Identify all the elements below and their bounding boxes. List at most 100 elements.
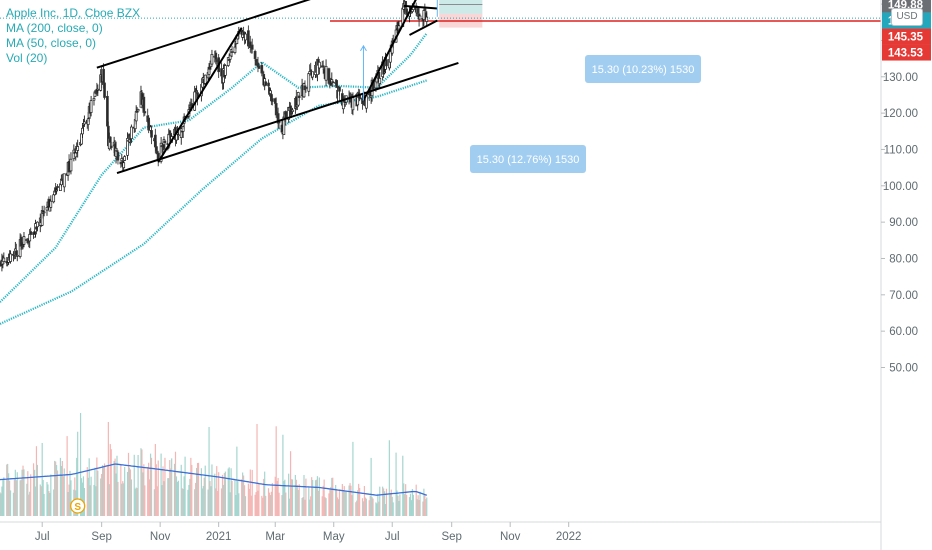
- candle-body: [177, 134, 180, 137]
- volume-bar: [113, 460, 115, 516]
- volume-bar: [308, 487, 310, 516]
- volume-bar: [88, 458, 90, 516]
- volume-bar: [301, 498, 303, 516]
- y-tick-label: 100.00: [883, 181, 918, 193]
- volume-bar: [389, 493, 391, 516]
- volume-bar: [23, 469, 25, 516]
- volume-bar: [242, 475, 245, 516]
- volume-bar: [345, 491, 347, 516]
- volume-bar: [190, 457, 192, 516]
- x-tick-label: Sep: [441, 531, 461, 543]
- volume-bar: [102, 465, 104, 516]
- x-tick-label: Nov: [150, 531, 171, 543]
- volume-bar: [289, 451, 292, 516]
- volume-bar: [121, 483, 123, 516]
- candle-body: [335, 80, 338, 88]
- volume-bar: [124, 466, 126, 516]
- candle-body: [29, 231, 33, 235]
- impulse-2: [362, 0, 417, 101]
- volume-bar: [109, 444, 111, 516]
- volume-bar: [86, 467, 88, 516]
- volume-bar: [368, 500, 370, 516]
- volume-bar: [62, 476, 64, 516]
- channel-lower: [116, 62, 459, 175]
- profit-zone: [439, 0, 483, 14]
- legend-ma200[interactable]: MA (200, close, 0): [6, 21, 103, 35]
- volume-bar: [127, 452, 130, 516]
- candle-body: [351, 97, 355, 111]
- volume-bar: [244, 496, 247, 516]
- volume-bar: [189, 478, 191, 516]
- volume-bar: [135, 487, 137, 516]
- volume-bar: [177, 480, 179, 516]
- volume-bar: [176, 481, 179, 516]
- volume-bar: [324, 497, 326, 516]
- volume-bar: [160, 453, 162, 516]
- volume-bar: [243, 485, 246, 516]
- volume-bar: [330, 486, 332, 516]
- candle-body: [130, 126, 133, 140]
- candle-body: [76, 146, 80, 151]
- candle-body: [116, 151, 120, 161]
- currency-label[interactable]: USD: [891, 8, 923, 26]
- volume-bar: [311, 477, 313, 516]
- volume-bar: [42, 479, 44, 516]
- volume-bar: [289, 498, 291, 516]
- volume-bar: [15, 480, 17, 516]
- y-tick-label: 60.00: [889, 326, 918, 338]
- candle-body: [115, 149, 119, 152]
- volume-bar: [6, 464, 8, 516]
- volume-bar: [218, 472, 220, 516]
- y-tick-label: 130.00: [883, 72, 918, 84]
- volume-bar: [220, 488, 223, 516]
- candle-body: [224, 65, 227, 76]
- volume-bar: [295, 479, 297, 516]
- volume-bar: [97, 470, 99, 516]
- volume-bar: [341, 484, 343, 516]
- volume-bar: [417, 495, 419, 516]
- legend-symbol[interactable]: Apple Inc, 1D, Cboe BZX: [6, 6, 141, 20]
- volume-bar: [120, 464, 122, 516]
- volume-bar: [129, 469, 132, 516]
- volume-bar: [136, 488, 138, 516]
- x-tick-label: Sep: [91, 531, 111, 543]
- volume-bar: [234, 480, 236, 516]
- volume-bar: [196, 463, 199, 516]
- volume-bar: [200, 468, 202, 516]
- volume-bar: [27, 471, 29, 516]
- volume-bar: [358, 483, 360, 516]
- volume-bar: [291, 479, 294, 516]
- candle-body: [418, 15, 422, 20]
- volume-bar: [87, 477, 89, 516]
- volume-bar: [202, 485, 204, 516]
- volume-ma-line: [0, 463, 427, 496]
- volume-bar: [180, 464, 182, 516]
- candle-body: [89, 100, 93, 113]
- time-axis: Jul Sep Nov 2021 Mar May Jul Sep Nov 2022: [0, 521, 881, 543]
- price-tag-label: 143.53: [888, 48, 923, 60]
- volume-bar: [13, 479, 15, 516]
- y-tick-label: 50.00: [889, 363, 918, 375]
- candle-body: [324, 65, 328, 81]
- volume-bar: [168, 478, 170, 516]
- volume-bar: [149, 479, 151, 516]
- volume-bar: [3, 477, 5, 516]
- volume-bar: [242, 472, 244, 516]
- measure-label-box: [470, 145, 586, 173]
- candle-body: [267, 82, 270, 87]
- volume-bar: [423, 488, 425, 516]
- volume-bar: [162, 466, 164, 516]
- y-tick-label: 120.00: [883, 108, 918, 120]
- volume-bar: [94, 467, 96, 516]
- volume-bar: [53, 489, 55, 516]
- volume-bar: [352, 441, 354, 516]
- legend-vol[interactable]: Vol (20): [6, 51, 48, 65]
- candle-body: [203, 74, 207, 84]
- volume-bar: [392, 502, 394, 516]
- x-tick-label: May: [323, 531, 345, 543]
- candle-body: [96, 88, 100, 91]
- volume-bar: [161, 485, 163, 516]
- volume-bar: [361, 498, 364, 516]
- legend-ma50[interactable]: MA (50, close, 0): [6, 36, 97, 50]
